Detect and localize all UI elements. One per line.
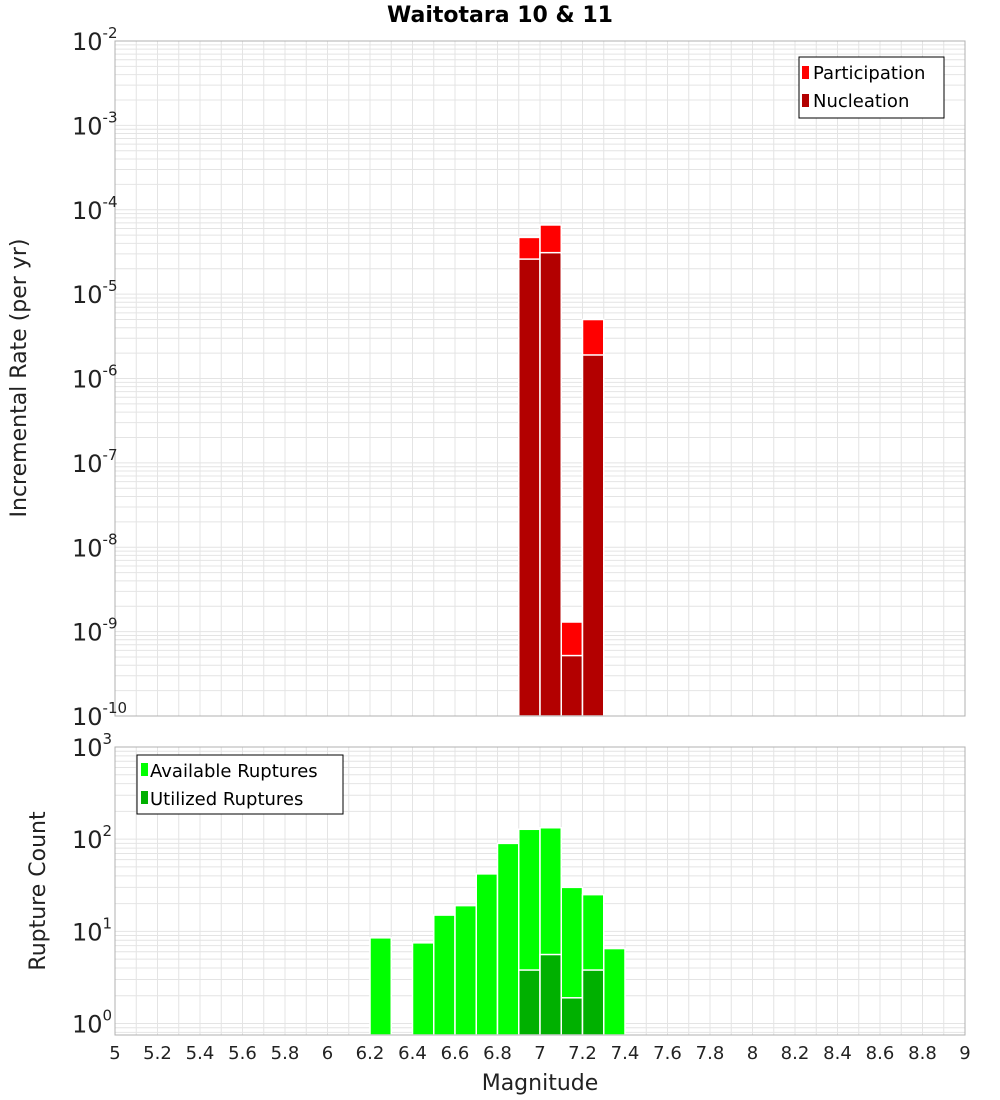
bottom-y-axis-label: Rupture Count	[26, 811, 51, 971]
legend-label-nucleation: Nucleation	[813, 91, 909, 112]
legend-swatch-participation	[802, 66, 809, 79]
bottom-y-tick-label: 102	[72, 822, 112, 854]
bottom-y-tick-label: 100	[72, 1006, 112, 1038]
bar-nucleation	[539, 251, 562, 717]
bottom-bars	[369, 826, 626, 1036]
bar-nucleation	[581, 354, 605, 717]
top-y-tick-label: 10-10	[72, 699, 127, 731]
top-bars	[518, 224, 605, 717]
x-tick-label: 6.8	[483, 1043, 512, 1064]
bottom-y-ticks: 100 101 102 103	[72, 730, 112, 1038]
top-legend-box	[798, 56, 945, 119]
x-axis-label: Magnitude	[482, 1071, 599, 1096]
bar-available-ruptures	[496, 842, 520, 1036]
bar-available-ruptures	[369, 937, 392, 1036]
x-tick-label: 8.4	[823, 1043, 852, 1064]
x-tick-label: 5.4	[186, 1043, 215, 1064]
top-y-ticks: 10-10 10-9 10-8 10-7 10-6 10-5 10-4 10-3 10-2	[72, 24, 127, 731]
x-tick-label: 8.8	[908, 1043, 937, 1064]
top-legend: Participation Nucleation	[798, 56, 945, 119]
bar-nucleation	[518, 258, 541, 717]
x-tick-label: 8.6	[866, 1043, 895, 1064]
top-y-tick-label: 10-4	[72, 193, 118, 225]
x-tick-label: 6	[322, 1043, 333, 1064]
bottom-legend-box	[136, 754, 344, 815]
bar-available-ruptures	[475, 873, 499, 1036]
bar-utilized-ruptures	[581, 969, 605, 1036]
x-tick-label: 7.6	[653, 1043, 682, 1064]
x-tick-label: 5.6	[228, 1043, 257, 1064]
x-tick-label: 7.8	[696, 1043, 725, 1064]
x-tick-label: 5	[109, 1043, 120, 1064]
top-y-tick-label: 10-7	[72, 446, 118, 478]
bar-nucleation	[560, 654, 584, 717]
top-y-tick-label: 10-5	[72, 277, 118, 309]
top-y-tick-label: 10-3	[72, 108, 118, 140]
x-tick-label: 9	[959, 1043, 970, 1064]
x-tick-label: 7.2	[568, 1043, 597, 1064]
bar-available-ruptures	[433, 914, 456, 1036]
x-tick-label: 6.6	[441, 1043, 470, 1064]
bottom-panel: 100 101 102 103 Rupture Count Available Rup…	[26, 730, 971, 1096]
chart-title: Waitotara 10 & 11	[387, 3, 613, 28]
x-tick-label: 5.2	[143, 1043, 172, 1064]
top-panel: 10-10 10-9 10-8 10-7 10-6 10-5 10-4 10-3 10-2 In…	[7, 24, 966, 731]
x-tick-label: 7.4	[611, 1043, 640, 1064]
bar-available-ruptures	[454, 904, 477, 1036]
x-tick-label: 5.8	[271, 1043, 300, 1064]
bottom-legend: Available Ruptures Utilized Ruptures	[136, 754, 344, 815]
x-tick-label: 6.4	[398, 1043, 427, 1064]
legend-label-available: Available Ruptures	[150, 761, 318, 782]
bar-available-ruptures	[603, 947, 626, 1036]
top-y-axis-label: Incremental Rate (per yr)	[7, 239, 32, 518]
top-y-tick-label: 10-8	[72, 530, 118, 562]
bar-available-ruptures	[411, 942, 435, 1036]
x-tick-label: 8.2	[781, 1043, 810, 1064]
x-tick-label: 7	[534, 1043, 545, 1064]
top-y-tick-label: 10-6	[72, 362, 118, 394]
legend-swatch-available	[141, 763, 148, 776]
legend-label-utilized: Utilized Ruptures	[150, 789, 303, 810]
bar-utilized-ruptures	[560, 997, 584, 1036]
top-y-tick-label: 10-9	[72, 615, 118, 647]
top-y-tick-label: 10-2	[72, 24, 118, 56]
legend-label-participation: Participation	[813, 63, 925, 84]
bottom-y-tick-label: 103	[72, 730, 112, 762]
legend-swatch-nucleation	[802, 94, 809, 107]
x-tick-label: 6.2	[356, 1043, 385, 1064]
bar-utilized-ruptures	[518, 969, 541, 1036]
top-plot-border	[114, 40, 966, 717]
bottom-y-tick-label: 101	[72, 914, 112, 946]
legend-swatch-utilized	[141, 791, 148, 804]
bottom-plot-border	[114, 746, 966, 1036]
x-ticks: 5 5.2 5.4 5.6 5.8 6 6.2 6.4 6.6 6.8 7 7.2 7.4 7.6 7.8 8…	[109, 1043, 970, 1064]
x-tick-label: 8	[747, 1043, 758, 1064]
bar-utilized-ruptures	[539, 953, 562, 1036]
